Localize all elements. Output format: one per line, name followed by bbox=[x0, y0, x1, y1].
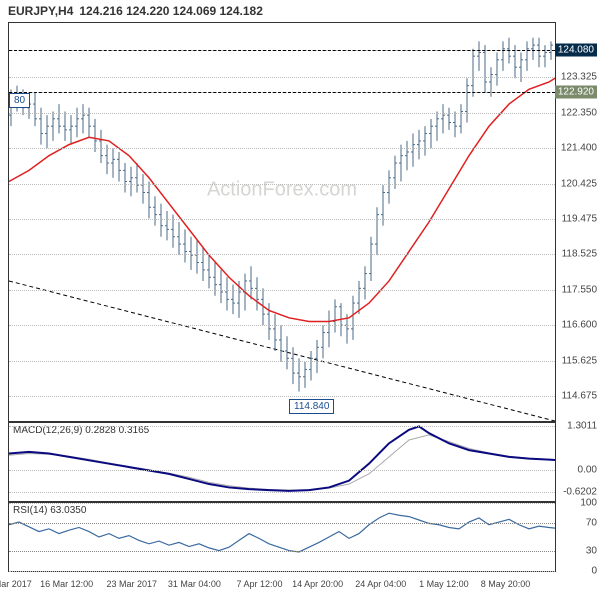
rsi-y-label: 0 bbox=[591, 566, 597, 577]
price-gridline bbox=[9, 113, 555, 114]
price-gridline bbox=[9, 361, 555, 362]
macd-y-label: 0.00 bbox=[578, 465, 597, 476]
price-y-label: 122.350 bbox=[561, 108, 597, 119]
x-axis-label: 24 Apr 04:00 bbox=[355, 579, 406, 589]
price-y-label: 115.625 bbox=[562, 356, 597, 367]
price-gridline bbox=[9, 184, 555, 185]
price-y-label: 121.400 bbox=[561, 143, 597, 154]
macd-gridline bbox=[9, 492, 555, 493]
macd-chart-svg bbox=[9, 423, 555, 501]
x-axis-label: 16 Mar 12:00 bbox=[40, 579, 93, 589]
price-gridline bbox=[9, 219, 555, 220]
chart-title-bar: EURJPY,H4 124.216 124.220 124.069 124.18… bbox=[0, 0, 600, 22]
x-axis-label: 31 Mar 04:00 bbox=[168, 579, 221, 589]
price-y-label: 116.600 bbox=[562, 320, 597, 331]
price-panel: ActionForex.com 124.080123.325122.920122… bbox=[8, 22, 556, 422]
forex-chart: EURJPY,H4 124.216 124.220 124.069 124.18… bbox=[0, 0, 600, 600]
x-axis-label: 9 Mar 2017 bbox=[0, 579, 32, 589]
macd-gridline bbox=[9, 470, 555, 471]
x-axis-label: 8 May 20:00 bbox=[481, 579, 531, 589]
macd-y-label: 1.3011 bbox=[567, 421, 597, 432]
price-tag: 124.080 bbox=[555, 43, 597, 56]
price-callout: 80 bbox=[9, 93, 30, 108]
horizontal-level-line bbox=[9, 50, 555, 51]
symbol-label: EURJPY,H4 bbox=[8, 4, 73, 18]
rsi-chart-svg bbox=[9, 503, 555, 571]
x-axis-labels: 9 Mar 201716 Mar 12:0023 Mar 201731 Mar … bbox=[9, 579, 555, 589]
rsi-gridline bbox=[9, 503, 555, 504]
ohlc-label: 124.216 124.220 124.069 124.182 bbox=[79, 4, 263, 18]
price-gridline bbox=[9, 290, 555, 291]
rsi-band-line bbox=[9, 551, 555, 552]
x-axis-label: 7 Apr 12:00 bbox=[236, 579, 282, 589]
price-gridline bbox=[9, 77, 555, 78]
macd-gridline bbox=[9, 426, 555, 427]
macd-y-label: -0.6202 bbox=[563, 486, 597, 497]
price-callout: 114.840 bbox=[289, 399, 334, 414]
price-gridline bbox=[9, 396, 555, 397]
price-y-label: 123.325 bbox=[561, 72, 597, 83]
price-tag: 122.920 bbox=[555, 86, 597, 99]
price-y-label: 120.425 bbox=[561, 179, 597, 190]
price-y-label: 114.675 bbox=[562, 391, 597, 402]
rsi-y-label: 100 bbox=[580, 498, 597, 509]
price-y-label: 118.525 bbox=[562, 249, 597, 260]
rsi-y-label: 70 bbox=[586, 518, 597, 529]
horizontal-level-line bbox=[9, 92, 555, 93]
x-axis-label: 14 Apr 20:00 bbox=[292, 579, 343, 589]
price-y-label: 117.550 bbox=[562, 285, 597, 296]
price-y-label: 119.475 bbox=[562, 214, 597, 225]
price-gridline bbox=[9, 148, 555, 149]
price-gridline bbox=[9, 254, 555, 255]
macd-panel: MACD(12,26,9) 0.2828 0.3165 1.30110.00-0… bbox=[8, 422, 556, 502]
x-axis-label: 23 Mar 2017 bbox=[106, 579, 157, 589]
price-gridline bbox=[9, 325, 555, 326]
rsi-band-line bbox=[9, 523, 555, 524]
rsi-panel: RSI(14) 63.0350 9 Mar 201716 Mar 12:0023… bbox=[8, 502, 556, 572]
rsi-gridline bbox=[9, 571, 555, 572]
x-axis-label: 1 May 12:00 bbox=[419, 579, 469, 589]
rsi-y-label: 30 bbox=[586, 545, 597, 556]
